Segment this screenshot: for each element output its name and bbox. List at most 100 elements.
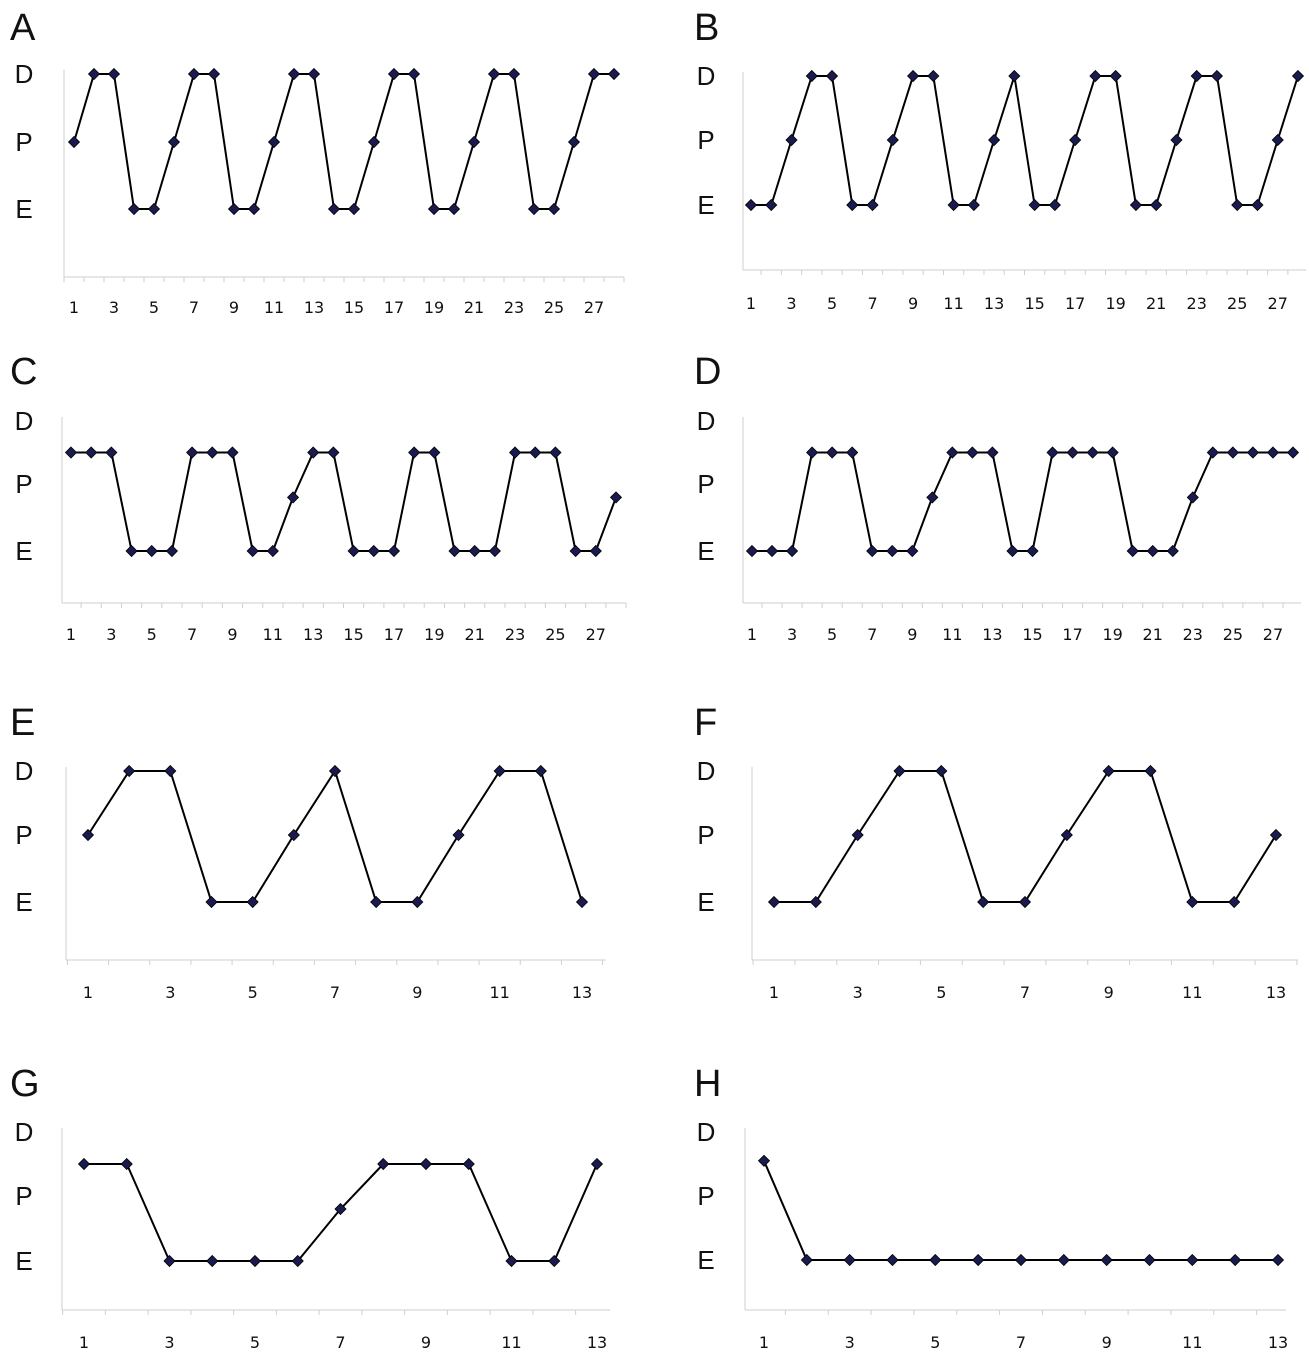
data-point xyxy=(163,1254,176,1268)
data-point xyxy=(428,446,441,459)
y-category-label: D xyxy=(15,406,34,436)
x-tick-label: 23 xyxy=(1183,625,1203,644)
data-point xyxy=(85,446,98,459)
data-point xyxy=(1008,69,1021,83)
data-point xyxy=(988,133,1001,147)
data-point xyxy=(327,202,341,216)
data-point xyxy=(1102,764,1115,778)
data-point xyxy=(966,446,979,459)
x-tick-label: 19 xyxy=(424,298,444,317)
data-point xyxy=(107,67,121,81)
data-point xyxy=(744,198,758,212)
x-tick-label: 13 xyxy=(1266,983,1286,1002)
x-tick-label: 7 xyxy=(867,294,877,313)
data-point xyxy=(328,764,342,778)
panel-letter: D xyxy=(694,351,721,393)
data-point xyxy=(587,67,601,81)
data-point xyxy=(408,446,421,459)
data-point xyxy=(334,1202,347,1216)
y-category-label: E xyxy=(15,194,32,224)
x-tick-label: 3 xyxy=(786,294,796,313)
data-point xyxy=(590,1157,604,1171)
x-tick-label: 11 xyxy=(943,294,963,313)
x-tick-label: 27 xyxy=(1263,625,1283,644)
data-point xyxy=(468,544,481,558)
data-point xyxy=(1170,133,1183,147)
data-point xyxy=(347,202,361,216)
x-tick-label: 25 xyxy=(545,625,565,644)
data-point xyxy=(462,1157,475,1171)
data-point xyxy=(164,764,177,778)
data-point xyxy=(972,1253,985,1267)
data-point xyxy=(87,67,101,81)
data-point xyxy=(785,133,798,147)
x-tick-label: 19 xyxy=(1102,625,1122,644)
data-point xyxy=(327,446,340,459)
data-point xyxy=(427,202,441,216)
x-tick-label: 1 xyxy=(83,983,93,1002)
data-point xyxy=(529,446,542,459)
x-tick-label: 13 xyxy=(982,625,1002,644)
x-tick-label: 1 xyxy=(747,625,757,644)
panel-letter: C xyxy=(10,351,37,393)
data-point xyxy=(906,544,919,558)
data-point xyxy=(866,544,879,558)
data-point xyxy=(447,202,461,216)
data-point xyxy=(826,446,839,459)
data-point xyxy=(125,544,138,558)
x-tick-label: 5 xyxy=(250,1333,260,1352)
x-tick-label: 11 xyxy=(942,625,962,644)
x-tick-label: 5 xyxy=(149,298,159,317)
data-point xyxy=(851,828,864,842)
data-point xyxy=(206,1254,219,1268)
data-point xyxy=(549,446,562,459)
data-point xyxy=(1226,446,1239,459)
y-category-label: P xyxy=(15,469,32,499)
data-point xyxy=(1100,1253,1113,1267)
data-point xyxy=(105,446,118,459)
data-point xyxy=(367,544,380,558)
data-point xyxy=(127,202,141,216)
x-tick-label: 7 xyxy=(1016,1333,1026,1352)
x-tick-label: 27 xyxy=(584,298,604,317)
data-point xyxy=(927,69,940,83)
y-category-label: P xyxy=(15,1181,32,1211)
data-point xyxy=(800,1253,813,1267)
series-line xyxy=(751,75,1299,206)
data-point xyxy=(1028,198,1041,212)
x-tick-label: 13 xyxy=(587,1333,607,1352)
x-tick-label: 9 xyxy=(412,983,422,1002)
y-category-label: E xyxy=(15,1246,32,1276)
data-point xyxy=(367,135,381,149)
data-point xyxy=(967,198,980,212)
data-point xyxy=(145,544,158,558)
data-point xyxy=(1271,1253,1285,1267)
data-point xyxy=(1086,446,1099,459)
data-point xyxy=(507,67,521,81)
x-tick-label: 13 xyxy=(572,983,592,1002)
data-point xyxy=(452,828,465,842)
x-tick-label: 5 xyxy=(248,983,258,1002)
x-tick-label: 13 xyxy=(984,294,1004,313)
x-tick-label: 1 xyxy=(79,1333,89,1352)
x-tick-label: 21 xyxy=(1143,625,1163,644)
data-point xyxy=(907,69,920,83)
data-point xyxy=(227,202,241,216)
y-category-label: P xyxy=(697,125,714,155)
x-tick-label: 9 xyxy=(1102,1333,1112,1352)
data-point xyxy=(1018,895,1032,909)
y-category-label: E xyxy=(697,887,714,917)
data-point xyxy=(186,446,199,459)
x-tick-label: 19 xyxy=(424,625,444,644)
y-category-label: D xyxy=(697,756,716,786)
x-tick-label: 5 xyxy=(827,294,837,313)
x-tick-label: 27 xyxy=(586,625,606,644)
data-point xyxy=(1246,446,1259,459)
data-point xyxy=(745,544,759,558)
data-point xyxy=(377,1157,390,1171)
data-point xyxy=(986,446,999,459)
x-tick-label: 3 xyxy=(853,983,863,1002)
data-point xyxy=(1286,446,1300,459)
